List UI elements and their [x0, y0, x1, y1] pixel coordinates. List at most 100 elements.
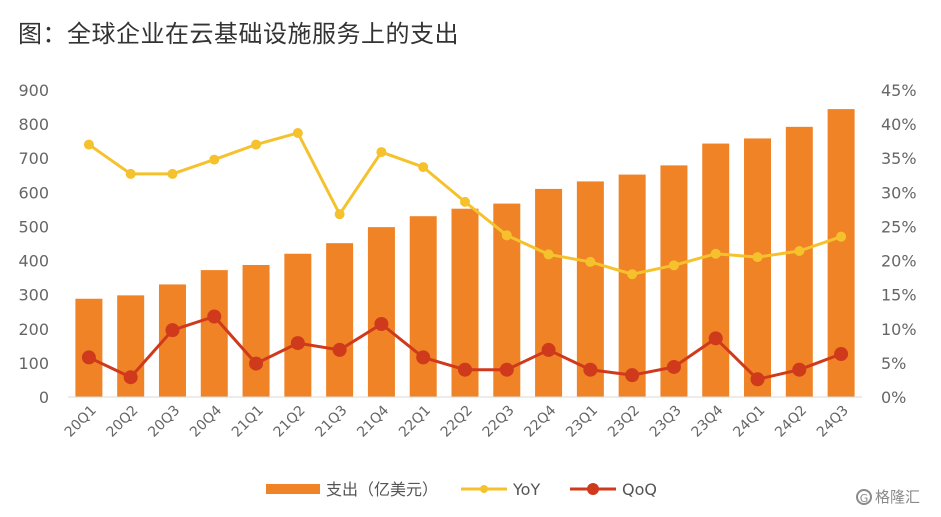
x-tick-label: 20Q4 — [187, 402, 225, 440]
bar — [200, 270, 228, 397]
x-tick-label: 24Q1 — [730, 403, 768, 441]
bar — [75, 298, 103, 397]
x-tick-label: 20Q3 — [145, 403, 183, 441]
y-left-tick-label: 200 — [18, 320, 49, 339]
data-point — [125, 168, 136, 179]
bar — [242, 264, 270, 397]
bar — [618, 174, 646, 397]
data-point — [332, 342, 347, 357]
x-tick-label: 22Q4 — [521, 402, 559, 440]
data-point — [376, 147, 387, 158]
data-point — [583, 362, 598, 377]
data-point — [794, 246, 805, 257]
bar — [326, 243, 354, 397]
y-axis-left: 0 100 200 300 400 500 600 700 800 900 — [18, 81, 49, 407]
y-right-tick-label: 35% — [881, 149, 917, 168]
x-tick-label: 21Q4 — [354, 402, 392, 440]
y-right-tick-label: 25% — [881, 217, 917, 236]
legend: 支出（亿美元） YoY QoQ — [266, 480, 657, 499]
x-tick-label: 23Q4 — [689, 402, 727, 440]
x-tick-label: 21Q1 — [229, 403, 267, 441]
data-point — [625, 368, 640, 383]
bar — [744, 138, 772, 397]
data-point — [668, 260, 679, 271]
x-tick-label: 23Q2 — [605, 403, 643, 441]
yoy-series — [83, 127, 847, 280]
bar — [409, 216, 437, 397]
y-left-tick-label: 400 — [18, 252, 49, 271]
data-point — [209, 154, 220, 165]
data-point — [627, 269, 638, 280]
bar — [576, 181, 604, 397]
data-point — [460, 196, 470, 207]
data-point — [374, 317, 389, 332]
data-point — [207, 309, 222, 324]
data-point — [666, 359, 681, 374]
legend-swatch-bar — [266, 484, 320, 494]
bar-series — [75, 109, 855, 397]
data-point — [499, 362, 514, 377]
y-left-tick-label: 700 — [18, 149, 49, 168]
bar — [284, 253, 312, 397]
data-point — [710, 248, 721, 259]
x-tick-label: 23Q1 — [563, 403, 601, 441]
x-tick-label: 20Q1 — [62, 403, 100, 441]
y-right-tick-label: 0% — [881, 388, 906, 407]
legend-label: YoY — [512, 480, 540, 499]
y-right-tick-label: 5% — [881, 354, 906, 373]
legend-label: 支出（亿美元） — [326, 480, 438, 499]
y-right-tick-label: 30% — [881, 183, 917, 202]
bar — [367, 227, 395, 397]
bar — [785, 126, 813, 397]
y-left-tick-label: 100 — [18, 354, 49, 373]
data-point — [750, 372, 765, 387]
y-right-tick-label: 20% — [881, 252, 917, 271]
data-point — [167, 168, 178, 179]
y-left-tick-label: 0 — [39, 388, 49, 407]
y-right-tick-label: 15% — [881, 286, 917, 305]
y-right-tick-label: 40% — [881, 115, 917, 134]
data-point — [123, 370, 138, 385]
watermark: G 格隆汇 — [856, 486, 920, 507]
data-point — [290, 336, 305, 351]
data-point — [541, 342, 556, 357]
watermark-logo-icon: G — [856, 488, 872, 505]
watermark-text: 格隆汇 — [875, 488, 921, 506]
data-point — [708, 331, 723, 346]
legend-swatch-marker — [480, 485, 488, 493]
x-tick-label: 21Q2 — [271, 403, 309, 441]
bar — [702, 143, 730, 397]
data-point — [292, 127, 303, 138]
x-tick-label: 24Q3 — [814, 403, 852, 441]
data-point — [836, 231, 847, 242]
y-left-tick-label: 900 — [18, 81, 49, 100]
x-tick-label: 22Q2 — [438, 403, 476, 441]
data-point — [501, 230, 512, 241]
y-left-tick-label: 800 — [18, 115, 49, 134]
y-right-tick-label: 45% — [881, 81, 917, 100]
x-tick-label: 23Q3 — [647, 403, 685, 441]
data-point — [834, 347, 849, 362]
data-point — [792, 362, 807, 377]
data-point — [418, 162, 429, 173]
legend-label: QoQ — [622, 480, 657, 499]
x-tick-label: 22Q3 — [480, 403, 518, 441]
y-left-tick-label: 300 — [18, 286, 49, 305]
x-tick-label: 21Q3 — [312, 403, 350, 441]
data-point — [81, 350, 96, 365]
data-point — [752, 252, 763, 263]
data-point — [251, 139, 262, 150]
bar — [660, 165, 688, 397]
y-right-tick-label: 10% — [881, 320, 917, 339]
data-point — [543, 249, 554, 260]
y-left-tick-label: 600 — [18, 183, 49, 202]
data-point — [458, 362, 472, 377]
y-left-tick-label: 500 — [18, 217, 49, 236]
x-tick-label: 24Q2 — [772, 403, 810, 441]
legend-swatch-marker — [587, 483, 599, 495]
x-axis: 20Q1 20Q2 20Q3 20Q4 21Q1 21Q2 21Q3 21Q4 22Q1 22Q2… — [62, 402, 852, 440]
data-point — [249, 356, 264, 371]
x-tick-label: 20Q2 — [104, 403, 142, 441]
data-point — [585, 256, 596, 267]
